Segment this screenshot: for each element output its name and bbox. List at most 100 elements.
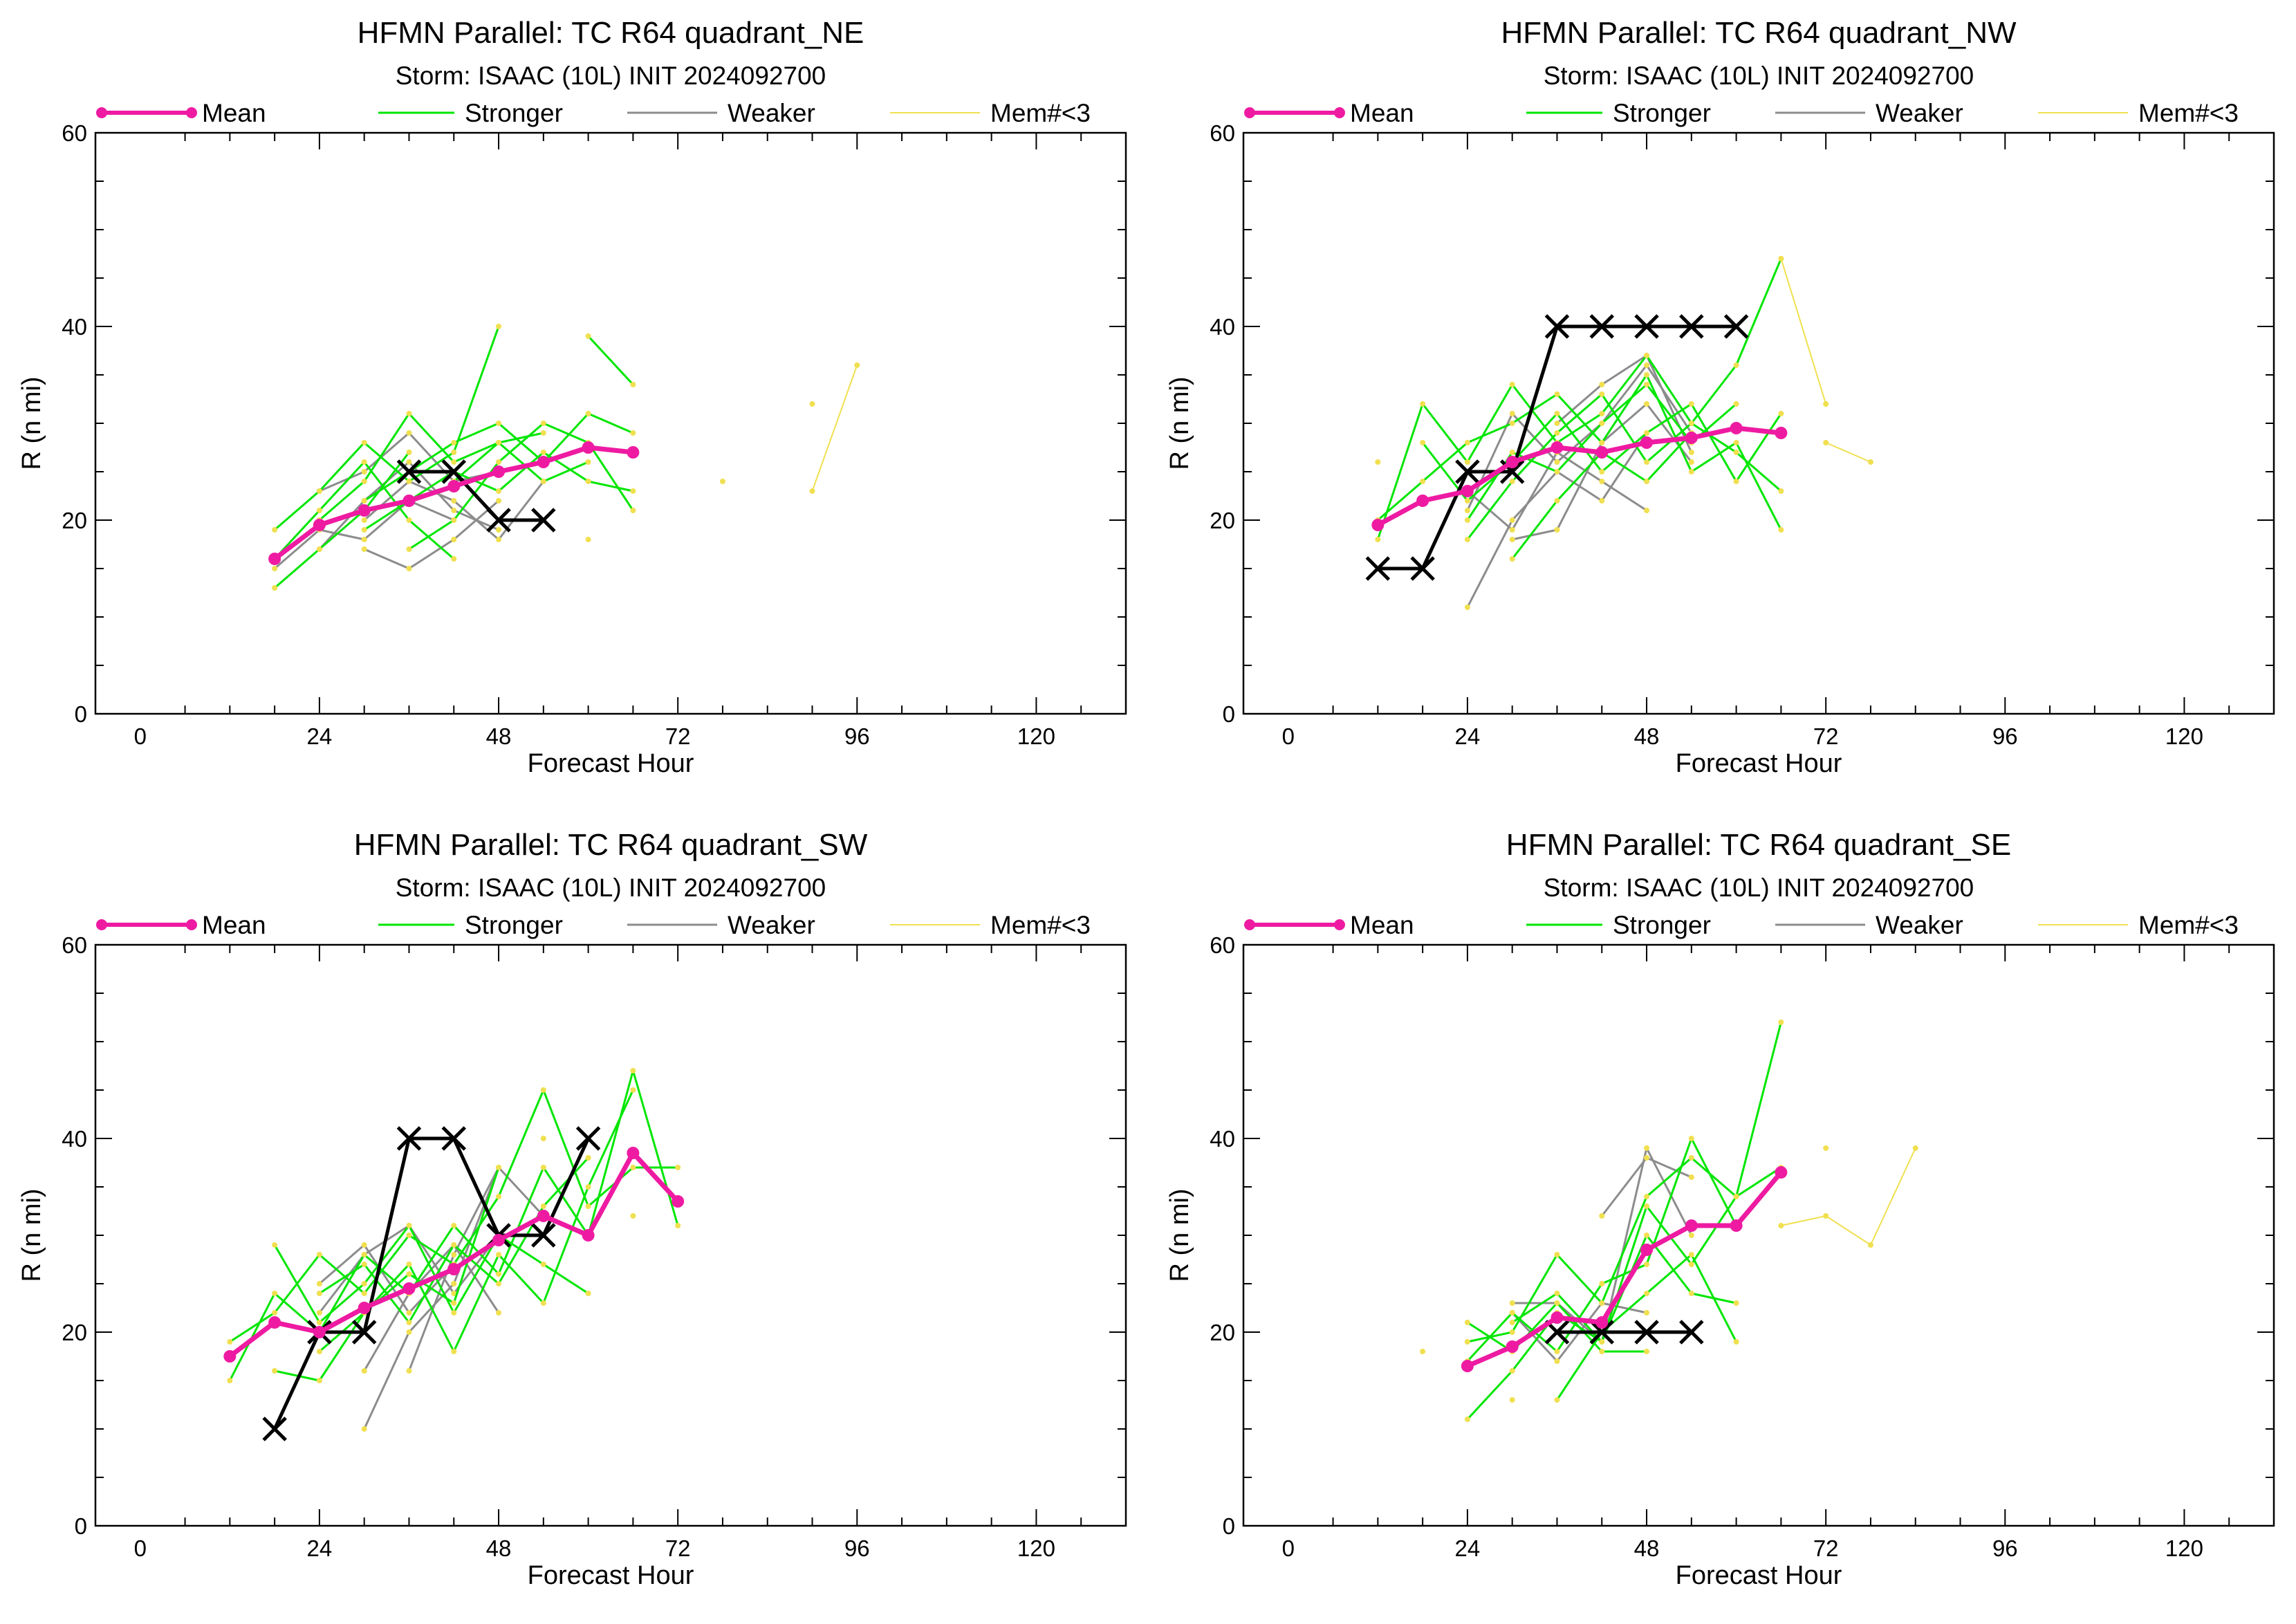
member-point [1464, 498, 1470, 504]
member-point [675, 1165, 681, 1170]
member-point [496, 1271, 502, 1277]
member-point [316, 1281, 322, 1286]
weaker-series [1464, 353, 1694, 610]
member-point [1644, 1145, 1650, 1151]
member-point [361, 517, 367, 523]
member-point [451, 459, 457, 465]
member-point [1644, 1233, 1650, 1238]
member-point [1823, 401, 1829, 407]
best-track-series [1365, 314, 1749, 581]
member-point [1644, 430, 1650, 436]
member-point [1778, 1223, 1784, 1228]
member-point [1599, 479, 1605, 484]
mean-point [447, 1263, 461, 1275]
y-tick-label: 40 [62, 1126, 87, 1152]
member-point [1778, 256, 1784, 261]
member-point [1420, 1349, 1426, 1354]
member-point [1464, 605, 1470, 610]
member-point [1509, 527, 1515, 533]
x-tick-label: 48 [486, 723, 512, 749]
x-tick-label: 96 [844, 723, 870, 749]
mean-point [402, 1282, 416, 1295]
x-tick-label: 120 [1017, 723, 1055, 749]
member-point [361, 537, 367, 542]
chart-subtitle: Storm: ISAAC (10L) INIT 2024092700 [1544, 874, 1974, 902]
member-point [1554, 1291, 1560, 1296]
member-point [540, 450, 546, 455]
member-point [361, 459, 367, 465]
legend-few-members-label: Mem#<3 [2138, 99, 2239, 127]
member-point [1688, 401, 1694, 407]
member-point [630, 382, 636, 387]
mean-point [1506, 1340, 1519, 1353]
x-tick-label: 96 [844, 1535, 870, 1561]
stronger-series [272, 324, 636, 591]
member-point [1420, 401, 1426, 407]
mean-point [492, 1234, 506, 1246]
member-point [361, 469, 367, 474]
mean-point [1595, 446, 1609, 459]
member-point [1464, 517, 1470, 523]
best-track-marker [531, 1223, 556, 1248]
member-point [496, 1194, 502, 1199]
best-track-marker [262, 1417, 287, 1441]
member-point [1464, 1339, 1470, 1345]
x-tick-label: 24 [307, 723, 333, 749]
member-point [451, 440, 457, 445]
y-tick-label: 20 [1210, 508, 1235, 533]
legend-mean-marker [1334, 919, 1345, 930]
member-point [361, 1291, 367, 1296]
weaker-line [408, 1166, 544, 1372]
mean-series [1461, 1166, 1788, 1372]
member-point [585, 411, 591, 416]
member-point [406, 546, 412, 552]
member-point [1375, 459, 1381, 465]
member-point [406, 450, 412, 455]
member-point [1644, 353, 1650, 358]
member-point [1778, 527, 1784, 533]
member-point [1509, 1368, 1515, 1374]
member-point [1509, 1320, 1515, 1325]
member-point [1599, 469, 1605, 474]
member-point [1644, 508, 1650, 513]
member-point [496, 527, 502, 533]
best-track-line [272, 1136, 590, 1430]
member-point [316, 488, 322, 494]
member-point [316, 508, 322, 513]
few-members-series [540, 1136, 636, 1219]
legend-weaker-label: Weaker [1876, 99, 1963, 127]
stronger-line [1466, 393, 1782, 540]
member-point [1733, 1300, 1739, 1306]
member-point [451, 508, 457, 513]
member-point [272, 585, 278, 591]
member-point [1464, 1417, 1470, 1422]
mean-point [1775, 1166, 1788, 1179]
member-point [1509, 556, 1515, 562]
member-point [227, 1339, 233, 1345]
best-track-marker [441, 1126, 467, 1151]
mean-point [402, 495, 416, 507]
mean-point [1685, 432, 1698, 444]
member-point [1688, 1252, 1694, 1257]
x-tick-label: 96 [1992, 1535, 2018, 1561]
member-point [451, 1291, 457, 1296]
y-axis-label: R (n mi) [17, 1188, 46, 1282]
best-track-marker [575, 1126, 601, 1151]
plot-frame [1242, 131, 2275, 715]
member-point [496, 1252, 502, 1257]
weaker-series [316, 1165, 546, 1432]
member-point [451, 1349, 457, 1354]
member-point [1509, 1310, 1515, 1316]
member-point [1599, 498, 1605, 504]
member-point [361, 1252, 367, 1257]
member-point [451, 1300, 457, 1306]
member-point [406, 1310, 412, 1316]
member-point [227, 1378, 233, 1383]
member-point [1644, 372, 1650, 378]
member-point [496, 421, 502, 426]
legend-stronger-label: Stronger [465, 99, 563, 127]
y-tick-label: 60 [1210, 120, 1235, 146]
few-members-line [1781, 1147, 1916, 1246]
member-point [1688, 1233, 1694, 1238]
member-point [406, 1368, 412, 1374]
